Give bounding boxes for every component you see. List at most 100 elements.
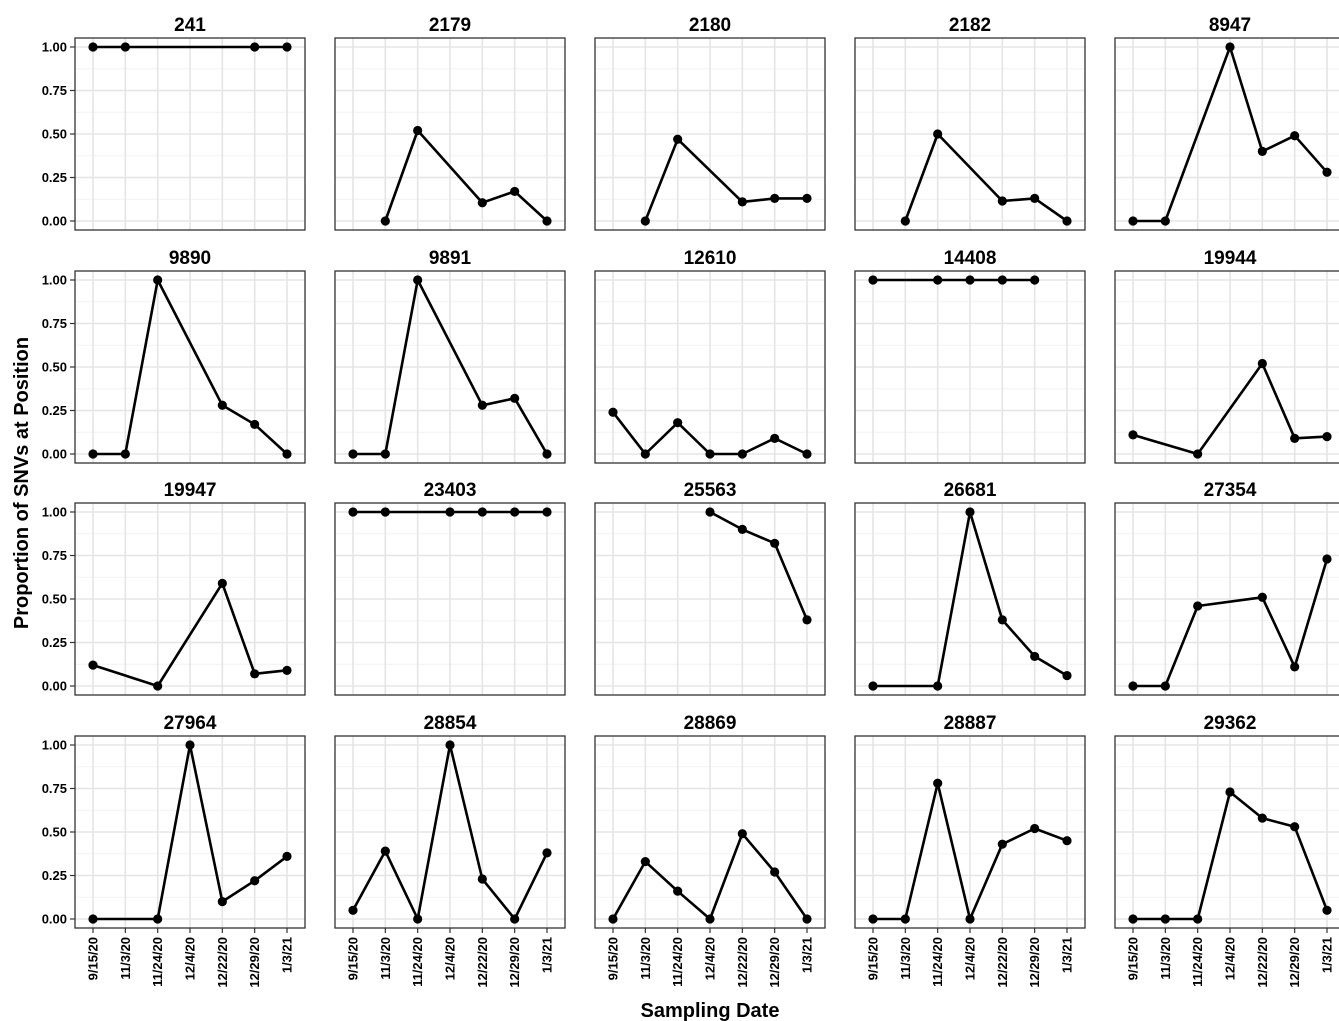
x-tick-label: 12/29/20 xyxy=(1027,937,1042,988)
x-tick-label: 12/29/20 xyxy=(1287,937,1302,988)
chart-panel-19944: 19944 xyxy=(1114,248,1339,464)
data-point xyxy=(933,275,943,285)
panel-title: 28854 xyxy=(424,713,477,734)
data-point xyxy=(737,829,747,839)
data-point xyxy=(348,449,358,459)
panel-border xyxy=(334,37,566,231)
data-point xyxy=(510,914,520,924)
data-point xyxy=(282,449,292,459)
data-point xyxy=(120,449,130,459)
series-line xyxy=(93,278,288,456)
x-tick-label: 12/4/20 xyxy=(1223,937,1238,980)
panel-title: 14408 xyxy=(944,248,997,269)
data-point xyxy=(1062,836,1072,846)
x-tick-label: 11/24/20 xyxy=(150,937,165,987)
x-tick-label: 11/24/20 xyxy=(410,937,425,987)
chart-panel-2180: 2180 xyxy=(594,15,826,231)
data-point xyxy=(933,681,943,691)
chart-panel-2182: 2182 xyxy=(854,15,1086,231)
panel-border xyxy=(594,270,826,464)
x-tick-label: 12/4/20 xyxy=(963,937,978,980)
x-tick-label: 9/15/20 xyxy=(866,937,881,980)
data-point xyxy=(673,886,683,896)
panel-border xyxy=(1114,502,1339,696)
y-tick-label: 0.75 xyxy=(42,83,67,98)
data-point xyxy=(380,449,390,459)
data-point xyxy=(542,216,552,226)
data-point xyxy=(802,449,812,459)
data-point xyxy=(1257,146,1267,156)
data-point xyxy=(1193,601,1203,611)
data-point xyxy=(250,669,260,679)
data-point xyxy=(900,914,910,924)
chart-panel-8947: 8947 xyxy=(1114,15,1339,231)
data-point xyxy=(413,275,423,285)
data-point xyxy=(737,197,747,207)
y-tick-label: 0.75 xyxy=(42,316,67,331)
data-point xyxy=(217,400,227,410)
panel-title: 241 xyxy=(174,15,206,36)
y-tick-label: 1.00 xyxy=(42,738,67,753)
panel-title: 28869 xyxy=(684,713,737,734)
data-point xyxy=(802,914,812,924)
data-point xyxy=(88,42,98,52)
data-point xyxy=(477,198,487,208)
data-point xyxy=(737,524,747,535)
data-point xyxy=(88,914,98,924)
data-point xyxy=(1128,681,1138,691)
series-line xyxy=(709,510,809,621)
data-point xyxy=(380,507,390,517)
data-point xyxy=(542,848,552,858)
data-point xyxy=(413,914,423,924)
x-tick-label: 12/4/20 xyxy=(183,937,198,980)
data-point xyxy=(1193,914,1203,924)
x-tick-label: 11/3/20 xyxy=(118,937,133,980)
data-point xyxy=(250,419,260,430)
panel-border xyxy=(334,502,566,696)
panel-title: 2182 xyxy=(949,15,991,36)
data-point xyxy=(217,578,227,588)
x-tick-label: 12/22/20 xyxy=(735,937,750,988)
panel-border xyxy=(1114,270,1339,464)
data-point xyxy=(1160,914,1170,924)
chart-panel-19947: 19947 0.00 0.25 0.50 0.75 1.00 xyxy=(42,480,306,696)
x-tick-label: 12/22/20 xyxy=(1255,937,1270,988)
chart-panel-23403: 23403 xyxy=(334,480,566,696)
x-tick-label: 12/22/20 xyxy=(475,937,490,988)
panel-title: 9890 xyxy=(169,248,211,269)
data-point xyxy=(965,275,975,285)
y-tick-label: 1.00 xyxy=(42,40,67,55)
data-point xyxy=(477,874,487,884)
data-point xyxy=(770,193,780,203)
data-point xyxy=(510,393,520,403)
data-point xyxy=(997,839,1007,849)
data-point xyxy=(445,507,455,517)
y-tick-label: 0.75 xyxy=(42,548,67,563)
y-tick-label: 0.50 xyxy=(42,592,67,607)
x-tick-label: 11/3/20 xyxy=(378,937,393,980)
data-point xyxy=(997,196,1007,206)
x-tick-label: 9/15/20 xyxy=(346,937,361,980)
x-tick-label: 11/24/20 xyxy=(930,937,945,987)
y-tick-label: 0.00 xyxy=(42,679,67,694)
data-point xyxy=(1030,193,1040,203)
y-tick-label: 0.25 xyxy=(42,635,67,650)
x-tick-label: 11/3/20 xyxy=(1158,937,1173,980)
data-point xyxy=(510,507,520,517)
y-tick-label: 0.75 xyxy=(42,781,67,796)
data-point xyxy=(1257,358,1267,369)
y-tick-label: 0.25 xyxy=(42,170,67,185)
chart-panel-26681: 26681 xyxy=(854,480,1086,696)
x-tick-label: 9/15/20 xyxy=(86,937,101,980)
y-tick-label: 1.00 xyxy=(42,505,67,520)
panel-title: 27354 xyxy=(1204,480,1257,501)
panel-title: 19944 xyxy=(1204,248,1257,269)
chart-panel-241: 241 0.00 0.25 0.50 0.75 1.00 xyxy=(42,15,306,231)
x-tick-label: 1/3/21 xyxy=(800,937,815,973)
data-point xyxy=(770,433,780,443)
data-point xyxy=(217,897,227,907)
x-tick-label: 12/29/20 xyxy=(507,937,522,988)
panel-title: 9891 xyxy=(429,248,472,269)
data-point xyxy=(1030,823,1040,834)
